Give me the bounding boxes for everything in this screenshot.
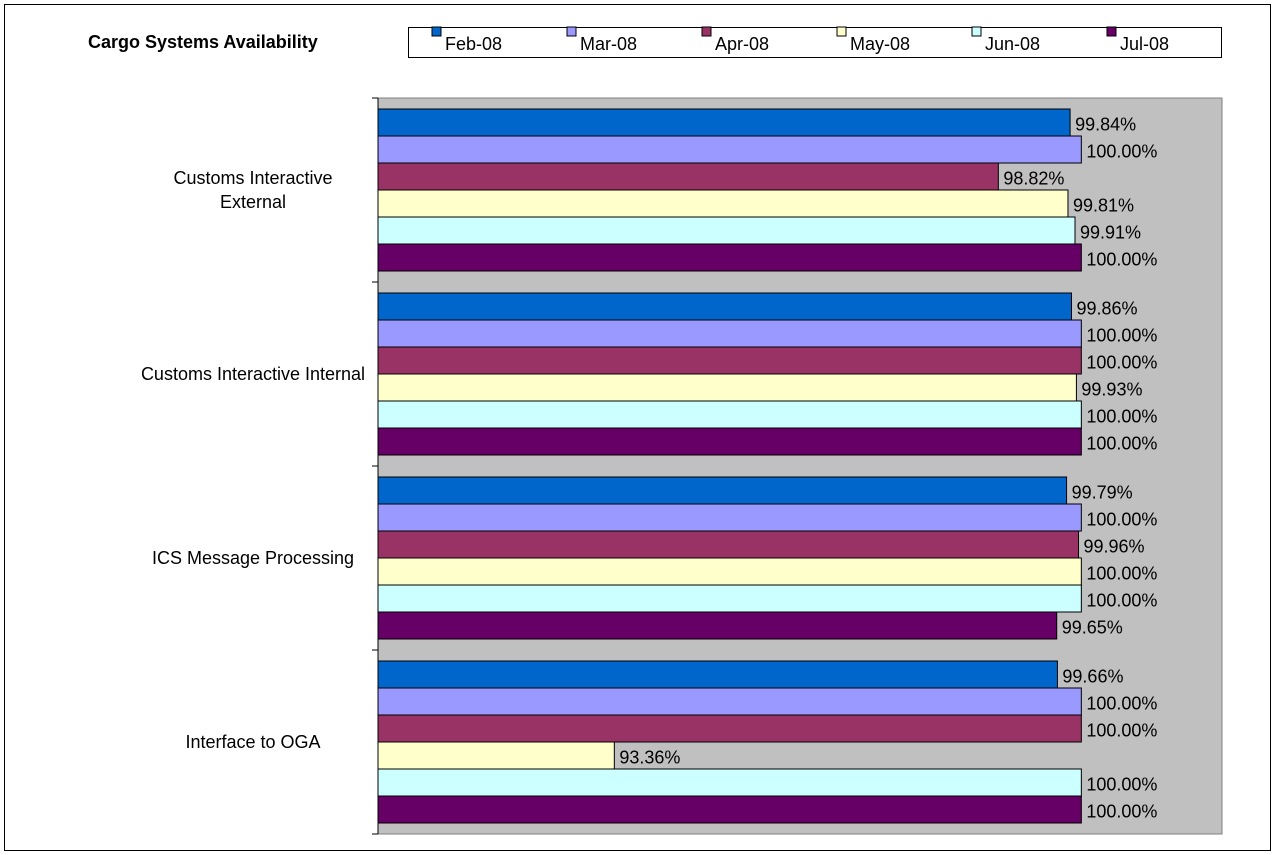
data-label: 100.00% — [1086, 774, 1157, 794]
bar — [377, 714, 1082, 743]
bar — [377, 108, 1071, 137]
y-tick-label: Customs Interactive Internal — [140, 364, 366, 384]
data-label: 100.00% — [1086, 509, 1157, 529]
legend-swatch — [1106, 26, 1117, 37]
bar — [377, 557, 1082, 586]
data-label: 100.00% — [1086, 801, 1157, 821]
bar — [377, 319, 1082, 348]
legend-label: Feb-08 — [445, 34, 502, 54]
data-label: 99.93% — [1081, 379, 1142, 399]
legend-label: May-08 — [850, 34, 910, 54]
legend-swatch — [431, 26, 442, 37]
data-label: 93.36% — [619, 747, 680, 767]
bar — [377, 189, 1069, 218]
y-tick-label: Interface to OGA — [185, 732, 321, 752]
legend-swatch — [701, 26, 712, 37]
bar — [377, 795, 1082, 824]
data-label: 100.00% — [1086, 141, 1157, 161]
data-label: 99.91% — [1080, 222, 1141, 242]
legend-label: Apr-08 — [715, 34, 769, 54]
data-label: 100.00% — [1086, 563, 1157, 583]
bar — [377, 400, 1082, 429]
data-label: 100.00% — [1086, 693, 1157, 713]
bar — [377, 476, 1068, 505]
bar — [377, 292, 1072, 321]
data-label: 99.65% — [1062, 617, 1123, 637]
bar — [377, 243, 1082, 272]
data-label: 99.96% — [1084, 536, 1145, 556]
data-label: 100.00% — [1086, 720, 1157, 740]
data-label: 100.00% — [1086, 352, 1157, 372]
legend-swatch — [836, 26, 847, 37]
bar — [377, 135, 1082, 164]
y-tick-label: Customs Interactive External — [173, 168, 333, 212]
data-label: 98.82% — [1003, 168, 1064, 188]
data-label: 99.81% — [1073, 195, 1134, 215]
data-label: 100.00% — [1086, 433, 1157, 453]
legend-label: Jul-08 — [1120, 34, 1169, 54]
data-label: 100.00% — [1086, 590, 1157, 610]
legend-swatch — [971, 26, 982, 37]
data-label: 100.00% — [1086, 249, 1157, 269]
data-label: 99.66% — [1062, 666, 1123, 686]
bar — [377, 346, 1082, 375]
chart-title: Cargo Systems Availability — [88, 32, 318, 52]
data-label: 99.86% — [1076, 298, 1137, 318]
bar — [377, 611, 1058, 640]
bar — [377, 768, 1082, 797]
bar — [377, 162, 999, 191]
legend-label: Mar-08 — [580, 34, 637, 54]
data-label: 99.84% — [1075, 114, 1136, 134]
bar — [377, 216, 1076, 245]
bar — [377, 741, 615, 770]
bar — [377, 660, 1058, 689]
bar — [377, 687, 1082, 716]
bar — [377, 503, 1082, 532]
data-label: 100.00% — [1086, 406, 1157, 426]
y-tick-label: ICS Message Processing — [151, 548, 355, 568]
legend-label: Jun-08 — [985, 34, 1040, 54]
bar — [377, 584, 1082, 613]
data-label: 100.00% — [1086, 325, 1157, 345]
legend-box — [408, 27, 1222, 58]
legend-swatch — [566, 26, 577, 37]
data-label: 99.79% — [1072, 482, 1133, 502]
bar — [377, 373, 1077, 402]
bar — [377, 427, 1082, 456]
bar — [377, 530, 1080, 559]
